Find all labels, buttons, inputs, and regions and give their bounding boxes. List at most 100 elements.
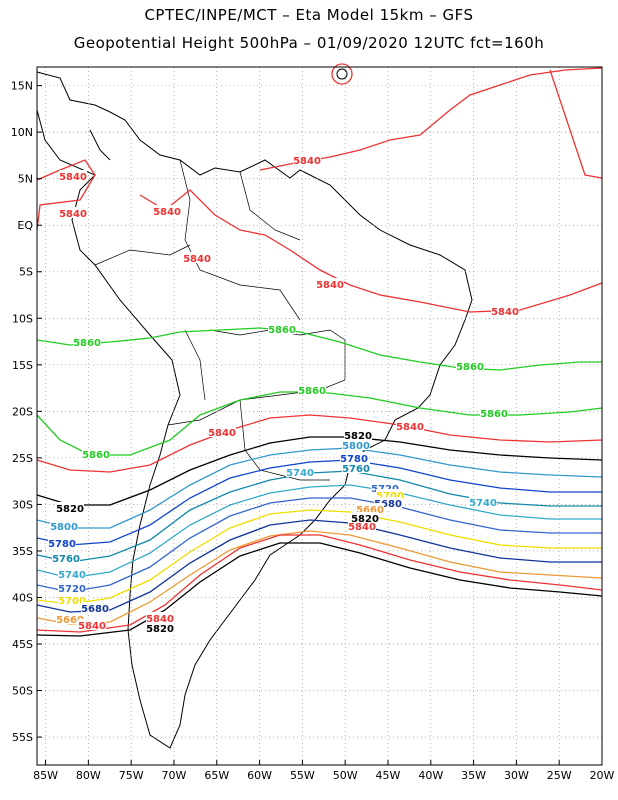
contour-label: 5860 <box>268 325 296 336</box>
contour-label-bg <box>396 420 424 431</box>
isthmus-outline <box>89 129 111 161</box>
contour-label: 5800 <box>342 441 370 452</box>
lat-tick-label: 40S <box>12 591 33 604</box>
lat-tick-label: 10S <box>12 312 33 325</box>
lat-tick-label: 10N <box>11 126 33 139</box>
contour-label-bg <box>348 520 376 531</box>
contour-label-bg <box>293 154 321 165</box>
contour-label-bg <box>58 594 86 605</box>
contour-label-bg <box>298 384 326 395</box>
contour-line <box>139 189 603 313</box>
contour-label-bg <box>146 622 174 633</box>
contour-label: 5780 <box>340 454 368 465</box>
lat-tick-label: EQ <box>17 219 33 232</box>
contour-label-bg <box>376 489 404 500</box>
contour-line <box>36 447 603 529</box>
contour-label-bg <box>78 619 106 630</box>
contour-label-bg <box>316 278 344 289</box>
contour-labels: 5840 5840 5840 5840 5840 5840 5840 5860 5860 5860… <box>48 154 519 635</box>
contour-label: 5860 <box>456 362 484 373</box>
lon-tick-label: 40W <box>418 769 443 782</box>
contour-line <box>36 542 603 637</box>
lat-tick-label: 20S <box>12 405 33 418</box>
lon-tick-label: 45W <box>376 769 401 782</box>
lat-tick-label: 35S <box>12 545 33 558</box>
contour-label-bg <box>82 448 110 459</box>
contour-label: 5860 <box>480 409 508 420</box>
lat-tick-label: 25S <box>12 452 33 465</box>
lat-tick-label: 15N <box>11 80 33 93</box>
contour-label-bg <box>342 439 370 450</box>
lat-tick-label: 45S <box>12 638 33 651</box>
contour-line <box>36 519 602 613</box>
contour-label: 5840 <box>316 280 344 291</box>
contour-label-bg <box>374 497 402 508</box>
contour-label: 5840 <box>59 209 87 220</box>
contour-label-bg <box>58 582 86 593</box>
contour-line <box>36 534 603 633</box>
lon-tick-label: 35W <box>461 769 486 782</box>
coastline <box>36 71 473 749</box>
contour-label-bg <box>208 426 236 437</box>
contour-label: 5840 <box>59 172 87 183</box>
contour-label-bg <box>183 252 211 263</box>
contour-line <box>549 69 603 179</box>
lat-tick-label: 15S <box>12 359 33 372</box>
contour-label: 5700 <box>376 491 404 502</box>
contour-label-bg <box>286 466 314 477</box>
lon-tick-label: 75W <box>119 769 144 782</box>
contour-label-bg <box>371 482 399 493</box>
contour-label: 5700 <box>58 596 86 607</box>
contour-line <box>36 459 602 546</box>
contour-line <box>36 391 603 456</box>
lon-tick-label: 85W <box>33 769 58 782</box>
contour-label-bg <box>340 452 368 463</box>
contour-label-bg <box>491 305 519 316</box>
contour-label: 5680 <box>374 499 402 510</box>
contour-label-bg <box>469 496 497 507</box>
contour-label-bg <box>52 552 80 563</box>
borders <box>94 159 346 481</box>
contour-label: 5840 <box>208 428 236 439</box>
contour-label-bg <box>153 205 181 216</box>
contour-label: 5820 <box>56 504 84 515</box>
contour-label: 5660 <box>56 615 84 626</box>
lon-tick-label: 50W <box>333 769 358 782</box>
contour-label-bg <box>58 568 86 579</box>
contour-label-bg <box>456 360 484 371</box>
contour-label-bg <box>56 613 84 624</box>
contour-label: 5840 <box>491 307 519 318</box>
contour-label: 5820 <box>146 624 174 635</box>
contour-label-bg <box>268 323 296 334</box>
high-center-marker <box>336 68 348 80</box>
contour-label: 5720 <box>58 584 86 595</box>
lon-tick-label: 70W <box>162 769 187 782</box>
contour-label: 5820 <box>351 514 379 525</box>
map-title-line-1: CPTEC/INPE/MCT – Eta Model 15km – GFS <box>144 6 474 24</box>
graticule <box>37 67 603 765</box>
contour-line <box>36 530 603 625</box>
contour-label: 5840 <box>293 156 321 167</box>
contour-line <box>36 484 602 579</box>
contour-label-bg <box>81 602 109 613</box>
contour-line <box>36 436 603 506</box>
contour-label-bg <box>146 612 174 623</box>
contour-label: 5840 <box>396 422 424 433</box>
contour-line <box>36 414 603 473</box>
contour-label: 5840 <box>348 522 376 533</box>
contour-label-bg <box>342 462 370 473</box>
lat-tick-label: 55S <box>12 731 33 744</box>
contour-label-bg <box>48 537 76 548</box>
contour-label: 5760 <box>342 464 370 475</box>
contour-label-bg <box>356 503 384 514</box>
south-america-land <box>36 71 473 749</box>
contour-line <box>36 327 602 371</box>
lat-tick-label: 5N <box>18 173 33 186</box>
contour-label-bg <box>344 429 372 440</box>
contour-label-bg <box>351 512 379 523</box>
contour-label-bg <box>59 170 87 181</box>
contour-label-bg <box>50 520 78 531</box>
contour-label-bg <box>59 207 87 218</box>
contour-label: 5840 <box>183 254 211 265</box>
